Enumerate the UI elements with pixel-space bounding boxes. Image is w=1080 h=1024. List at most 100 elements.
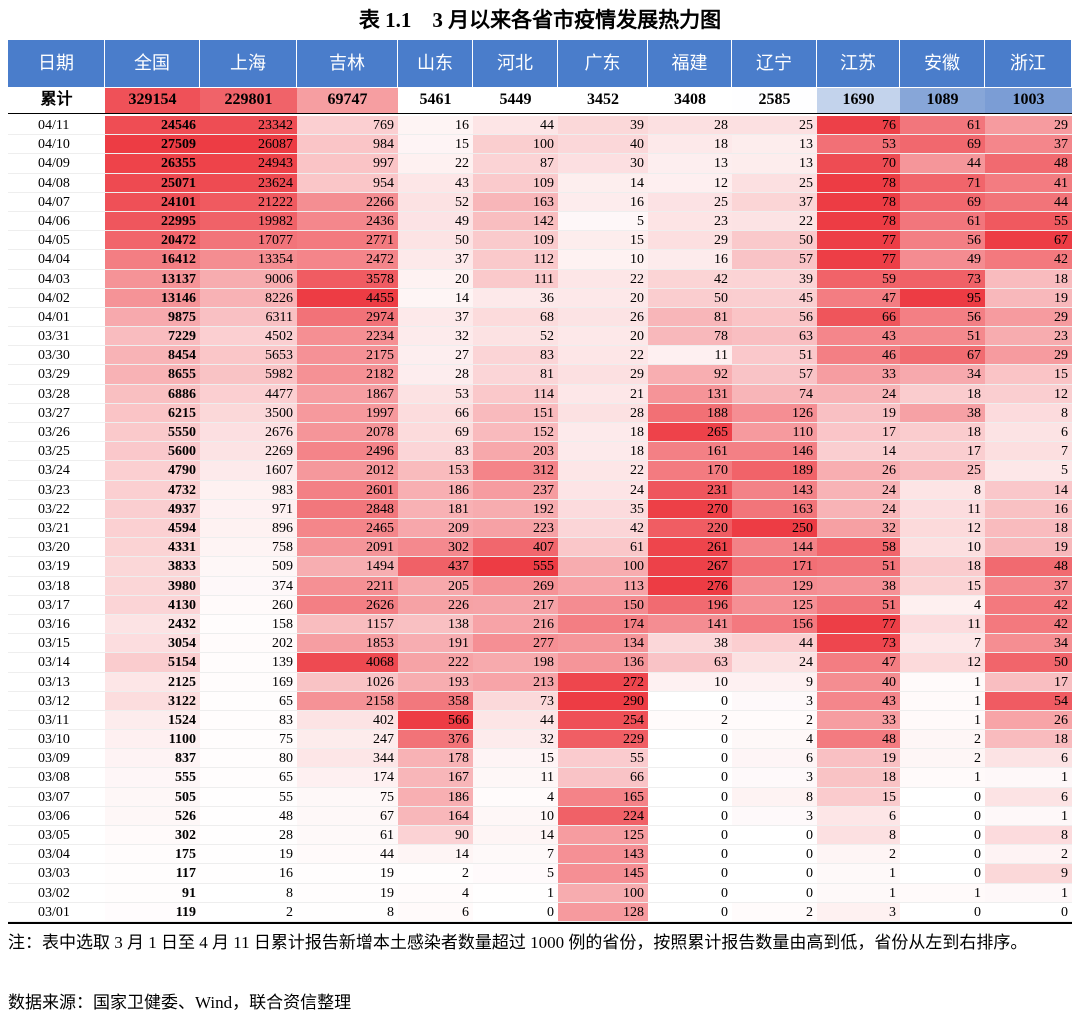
cell-value: 4502 — [200, 327, 297, 347]
cell-value: 83 — [473, 346, 558, 366]
cell-value: 0 — [648, 883, 732, 903]
total-value: 69747 — [297, 88, 398, 114]
cell-value: 758 — [200, 538, 297, 558]
cell-value: 134 — [558, 634, 648, 654]
cell-value: 196 — [648, 595, 732, 615]
cell-value: 51 — [732, 346, 817, 366]
cell-value: 19 — [985, 538, 1072, 558]
cell-value: 141 — [648, 614, 732, 635]
date: 03/15 — [8, 634, 105, 654]
cell-value: 45 — [732, 288, 817, 308]
date: 04/06 — [8, 212, 105, 232]
cell-value: 302 — [105, 826, 200, 846]
cell-value: 170 — [648, 461, 732, 481]
cell-value: 5154 — [105, 653, 200, 673]
cell-value: 231 — [648, 480, 732, 500]
cell-value: 0 — [648, 749, 732, 769]
cell-value: 2 — [398, 864, 473, 884]
cell-value: 1026 — [297, 672, 398, 692]
cell-value: 40 — [558, 135, 648, 155]
cell-value: 265 — [648, 423, 732, 443]
cell-value: 25071 — [105, 173, 200, 193]
cell-value: 11 — [900, 499, 985, 519]
cell-value: 73 — [473, 691, 558, 711]
cell-value: 4 — [398, 883, 473, 903]
cell-value: 5550 — [105, 423, 200, 443]
cell-value: 129 — [732, 576, 817, 596]
cell-value: 10 — [558, 250, 648, 270]
cell-value: 198 — [473, 653, 558, 673]
cell-value: 78 — [817, 211, 900, 232]
cell-value: 191 — [398, 634, 473, 654]
cell-value: 20472 — [105, 231, 200, 251]
cell-value: 29 — [558, 365, 648, 385]
cell-value: 25 — [732, 173, 817, 193]
cell-value: 37 — [985, 135, 1072, 155]
cell-value: 51 — [817, 557, 900, 577]
cell-value: 42 — [985, 250, 1072, 270]
cell-value: 277 — [473, 634, 558, 654]
cell-value: 6886 — [105, 384, 200, 404]
cell-value: 35 — [558, 499, 648, 519]
cell-value: 95 — [900, 288, 985, 308]
cell-value: 376 — [398, 730, 473, 750]
cell-value: 2626 — [297, 595, 398, 615]
cell-value: 3980 — [105, 576, 200, 596]
cell-value: 34 — [900, 365, 985, 385]
cell-value: 10 — [648, 672, 732, 692]
cell-value: 9 — [732, 672, 817, 692]
date: 03/29 — [8, 365, 105, 385]
cell-value: 8 — [817, 826, 900, 846]
cell-value: 28 — [200, 826, 297, 846]
cell-value: 18 — [558, 423, 648, 443]
cell-value: 4130 — [105, 595, 200, 615]
cell-value: 3 — [732, 691, 817, 711]
cell-value: 1 — [985, 768, 1072, 788]
cell-value: 4790 — [105, 461, 200, 481]
cell-value: 139 — [200, 653, 297, 673]
cell-value: 70 — [817, 154, 900, 174]
cell-value: 151 — [473, 403, 558, 424]
cell-value: 33 — [817, 365, 900, 385]
date: 03/19 — [8, 557, 105, 577]
cell-value: 15 — [817, 787, 900, 807]
cell-value: 19 — [297, 864, 398, 884]
cell-value: 25 — [900, 461, 985, 481]
cell-value: 150 — [558, 595, 648, 615]
cell-value: 509 — [200, 557, 297, 577]
cell-value: 2012 — [297, 461, 398, 481]
date: 03/14 — [8, 653, 105, 673]
cell-value: 43 — [817, 327, 900, 347]
cell-value: 17077 — [200, 231, 297, 251]
cell-value: 153 — [398, 461, 473, 481]
total-value: 5461 — [398, 88, 473, 114]
cell-value: 40 — [817, 672, 900, 692]
cell-value: 16 — [985, 499, 1072, 519]
date: 03/30 — [8, 346, 105, 366]
cell-value: 2974 — [297, 307, 398, 328]
date: 03/13 — [8, 673, 105, 692]
total-value: 329154 — [105, 88, 200, 114]
cell-value: 59 — [817, 269, 900, 289]
cell-value: 37 — [732, 192, 817, 212]
cell-value: 8 — [200, 883, 297, 903]
cell-value: 66 — [398, 403, 473, 424]
cell-value: 1100 — [105, 730, 200, 750]
cell-value: 163 — [732, 499, 817, 519]
cell-value: 250 — [732, 519, 817, 539]
cell-value: 12 — [648, 173, 732, 193]
cell-value: 261 — [648, 538, 732, 558]
date: 04/01 — [8, 308, 105, 328]
date: 04/05 — [8, 231, 105, 251]
cell-value: 38 — [817, 576, 900, 596]
date: 03/12 — [8, 692, 105, 711]
date: 03/24 — [8, 461, 105, 481]
cell-value: 42 — [558, 519, 648, 539]
cell-value: 61 — [900, 211, 985, 232]
cell-value: 217 — [473, 595, 558, 615]
cell-value: 29 — [985, 346, 1072, 366]
cell-value: 18 — [558, 442, 648, 462]
cell-value: 186 — [398, 787, 473, 807]
cell-value: 7 — [900, 634, 985, 654]
cell-value: 67 — [900, 346, 985, 366]
